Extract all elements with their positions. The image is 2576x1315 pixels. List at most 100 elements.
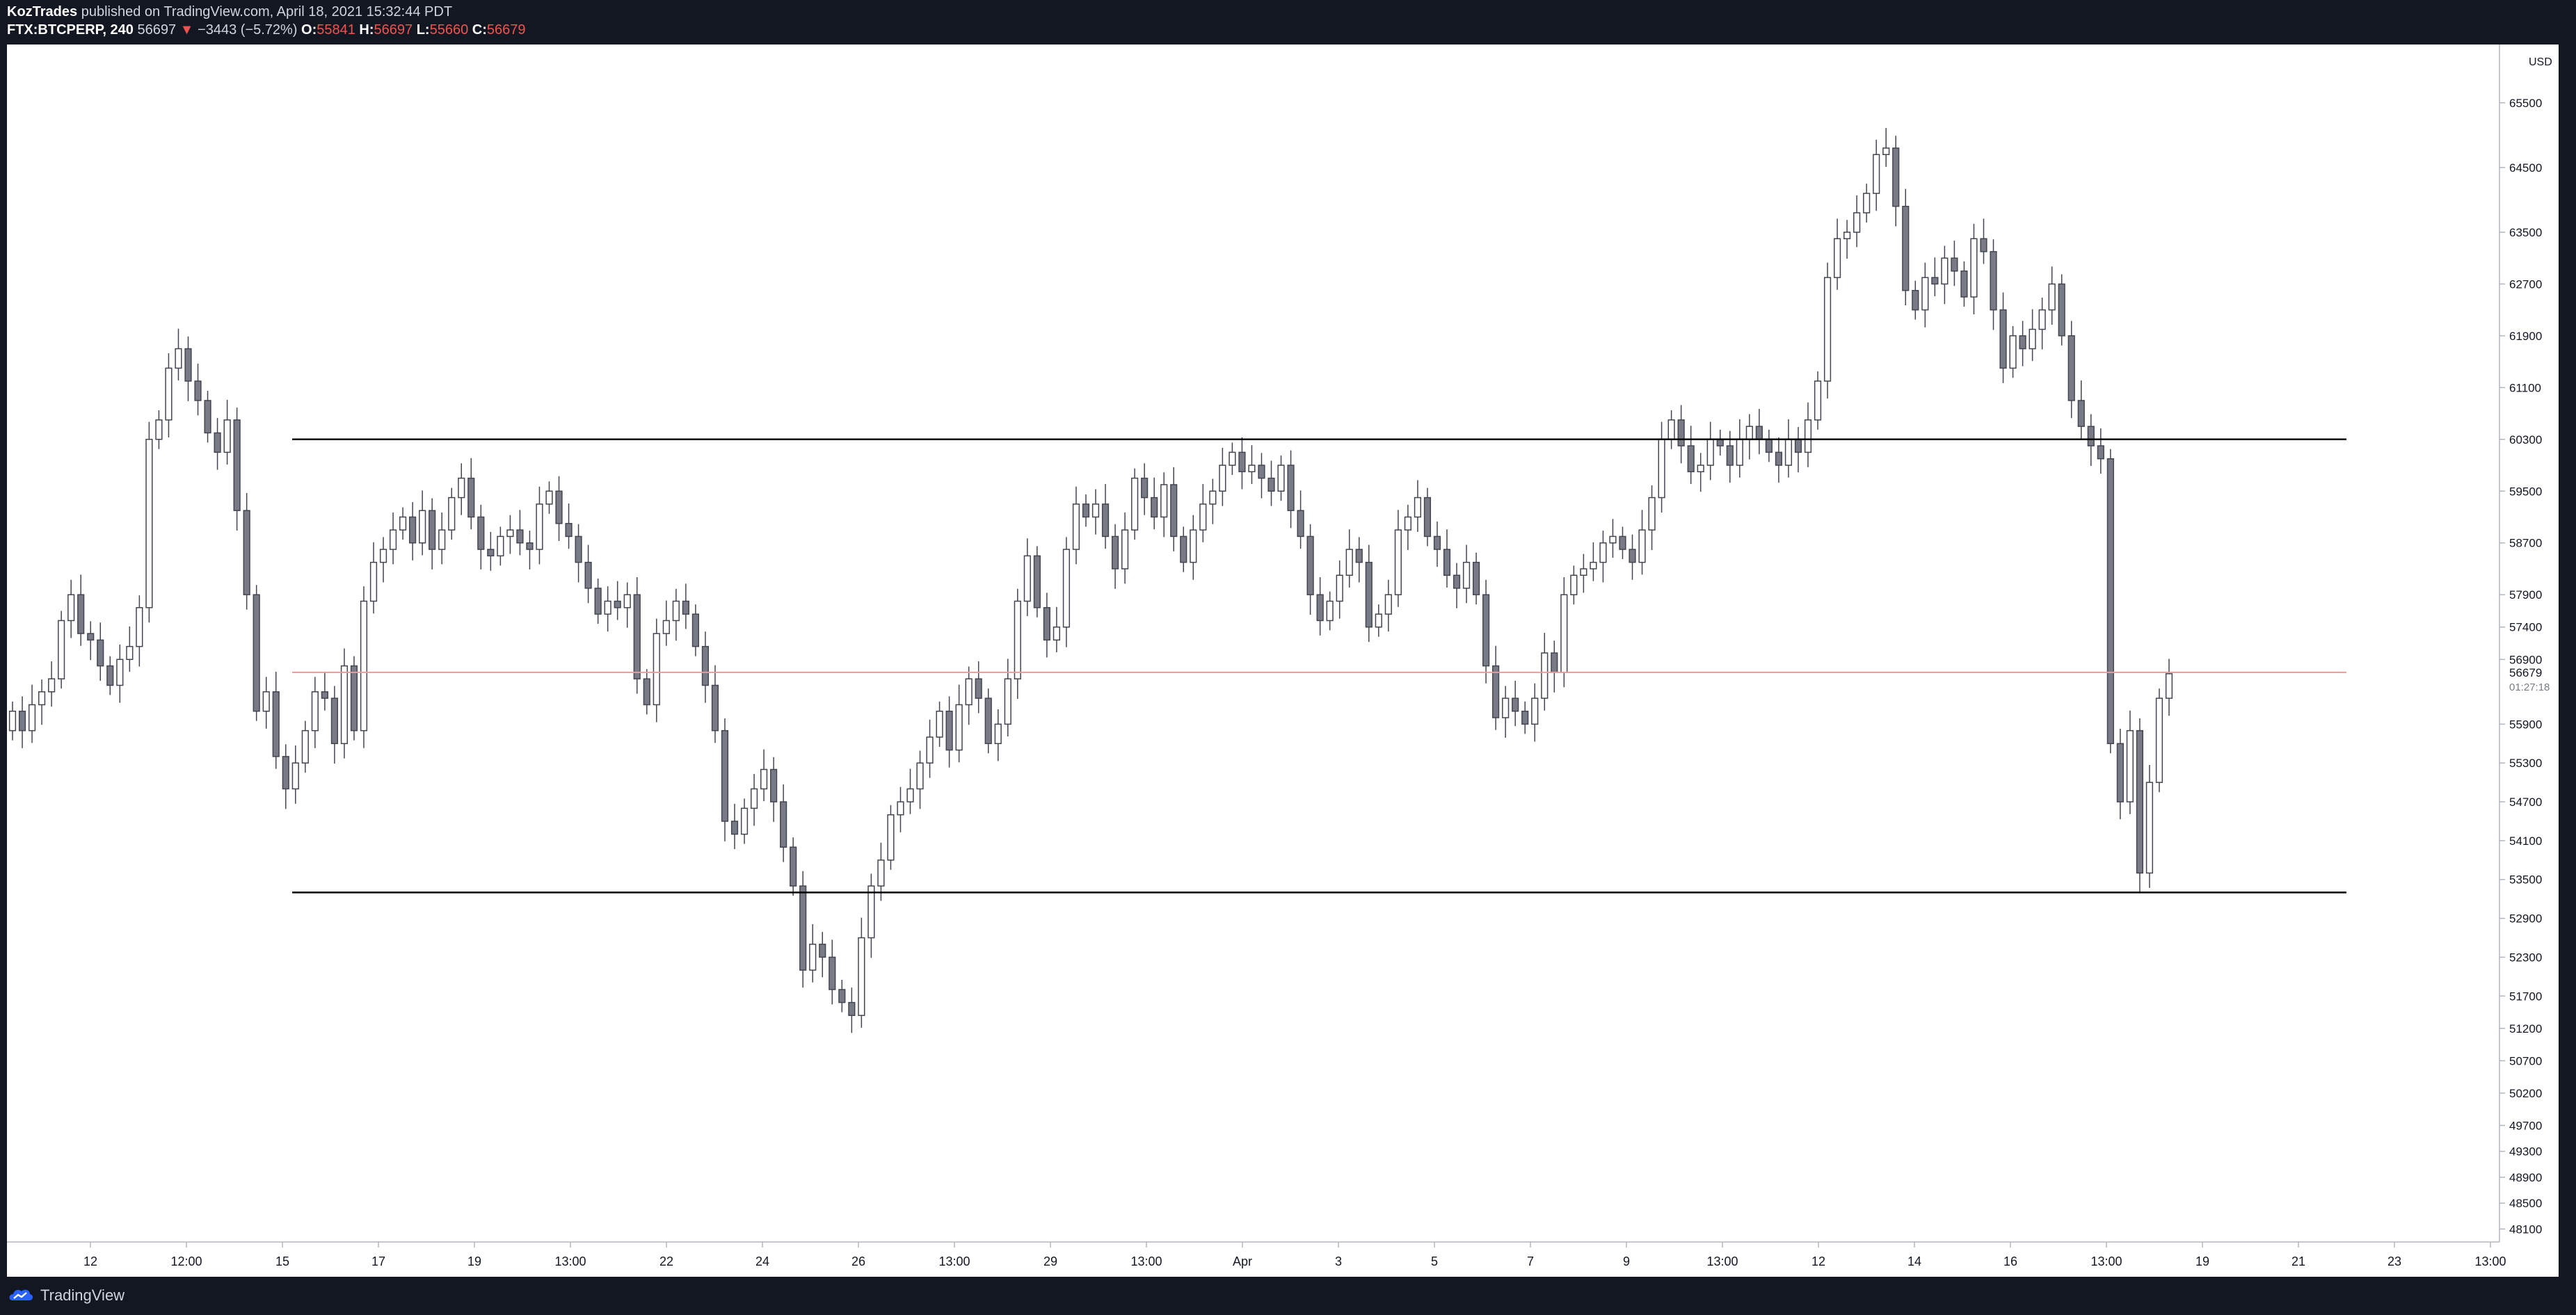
- candle-up: [1570, 574, 1578, 595]
- candle-up: [28, 704, 36, 732]
- candle-down: [984, 697, 992, 745]
- symbol-info: FTX:BTCPERP, 240 56697 ▼ −3443 (−5.72%) …: [7, 22, 526, 38]
- candle-down: [409, 516, 417, 544]
- current-price-label: 56679: [2509, 666, 2542, 679]
- current-price-badge: [2501, 665, 2557, 695]
- candle-up: [155, 419, 163, 440]
- candle-up: [916, 762, 924, 790]
- candle-up: [145, 439, 153, 608]
- candle-up: [1853, 212, 1861, 233]
- y-tick-label: 63500: [2509, 226, 2542, 239]
- candle-up: [1219, 465, 1226, 492]
- candle-up: [887, 814, 895, 861]
- candle-up: [1345, 549, 1353, 576]
- y-tick-label: 54100: [2509, 834, 2542, 848]
- candle-up: [1833, 238, 1841, 278]
- x-tick-label: 26: [851, 1255, 865, 1268]
- y-tick-label: 48500: [2509, 1197, 2542, 1210]
- candle-down: [1423, 497, 1432, 538]
- y-tick-label: 57900: [2509, 588, 2542, 602]
- x-tick-label: 9: [1623, 1255, 1630, 1268]
- y-tick-label: 62700: [2509, 277, 2542, 291]
- x-tick-label: 17: [371, 1255, 385, 1268]
- candle-up: [1062, 549, 1071, 628]
- x-tick-label: 12: [83, 1255, 97, 1268]
- y-tick-label: 57400: [2509, 621, 2542, 634]
- candle-up: [906, 788, 914, 802]
- candle-up: [1502, 697, 1510, 718]
- candle-down: [838, 989, 846, 1003]
- candle-up: [1814, 380, 1822, 421]
- y-tick-label: 52900: [2509, 912, 2542, 926]
- y-tick-label: 61100: [2509, 381, 2541, 394]
- candle-down: [1999, 309, 2007, 369]
- candle-up: [545, 490, 553, 505]
- candle-down: [682, 600, 689, 615]
- candle-up: [1736, 439, 1743, 466]
- candle-up: [858, 937, 865, 1016]
- candle-down: [1287, 465, 1295, 511]
- candle-down: [1726, 445, 1734, 466]
- x-tick-label: 5: [1431, 1255, 1438, 1268]
- countdown-label: 01:27:18: [2509, 681, 2550, 693]
- candle-down: [584, 561, 592, 589]
- x-tick-label: 13:00: [938, 1255, 970, 1268]
- candle-down: [2077, 400, 2085, 427]
- candle-down: [429, 510, 436, 550]
- candle-up: [1873, 154, 1880, 194]
- candle-down: [1912, 289, 1919, 311]
- candle-down: [1677, 419, 1685, 446]
- y-tick-label: 56900: [2509, 653, 2542, 666]
- candle-up: [1336, 574, 1343, 602]
- candle-down: [1151, 497, 1158, 518]
- candle-up: [1091, 503, 1100, 518]
- candle-up: [1609, 535, 1617, 544]
- candle-down: [1180, 535, 1187, 563]
- candle-down: [526, 542, 534, 550]
- low-value: 55660: [429, 22, 469, 38]
- candle-up: [506, 529, 514, 538]
- candle-down: [790, 846, 797, 887]
- candle-down: [1775, 451, 1783, 466]
- candle-up: [1970, 238, 1978, 298]
- tradingview-brand[interactable]: TradingView: [7, 1286, 125, 1305]
- symbol-label[interactable]: FTX:BTCPERP, 240: [7, 22, 134, 38]
- candle-down: [516, 529, 524, 544]
- author-name[interactable]: KozTrades: [7, 4, 78, 19]
- price-axis-panel: [2499, 45, 2559, 1277]
- x-tick-label: 13:00: [554, 1255, 586, 1268]
- candle-up: [1384, 594, 1392, 615]
- candle-up: [1804, 419, 1812, 453]
- publish-header: KozTrades published on TradingView.com, …: [0, 0, 2576, 45]
- y-tick-label: 52300: [2509, 951, 2542, 964]
- candle-up: [955, 704, 963, 751]
- candle-down: [1472, 561, 1480, 595]
- chart-area[interactable]: 65500 64500 63500 62700 61900 61100 60300 59500…: [7, 45, 2559, 1277]
- candle-down: [721, 729, 729, 822]
- candle-down: [1355, 549, 1363, 563]
- candlestick-chart[interactable]: 65500 64500 63500 62700 61900 61100 60300 59500…: [7, 45, 2559, 1277]
- candle-down: [1082, 503, 1090, 518]
- y-tick-label: 58700: [2509, 537, 2542, 550]
- candle-up: [1580, 568, 1587, 576]
- candle-up: [1014, 600, 1021, 679]
- y-tick-label: 51700: [2509, 990, 2542, 1003]
- y-tick-label: 48900: [2509, 1171, 2542, 1184]
- candle-down: [1258, 465, 1265, 479]
- candle-down: [1453, 574, 1461, 589]
- candle-down: [467, 477, 475, 518]
- candle-up: [1784, 439, 1793, 466]
- candle-up: [1706, 439, 1714, 466]
- brand-label: TradingView: [40, 1286, 125, 1304]
- candle-up: [1414, 497, 1422, 518]
- candle-up: [1053, 626, 1061, 641]
- candle-up: [1209, 490, 1217, 505]
- candle-down: [1101, 503, 1110, 538]
- candle-down: [594, 588, 602, 615]
- candle-up: [262, 691, 270, 712]
- candle-down: [565, 523, 573, 538]
- candle-down: [1141, 477, 1149, 499]
- candle-down: [1629, 549, 1636, 563]
- candle-up: [369, 561, 378, 602]
- y-tick-label: 48100: [2509, 1223, 2542, 1236]
